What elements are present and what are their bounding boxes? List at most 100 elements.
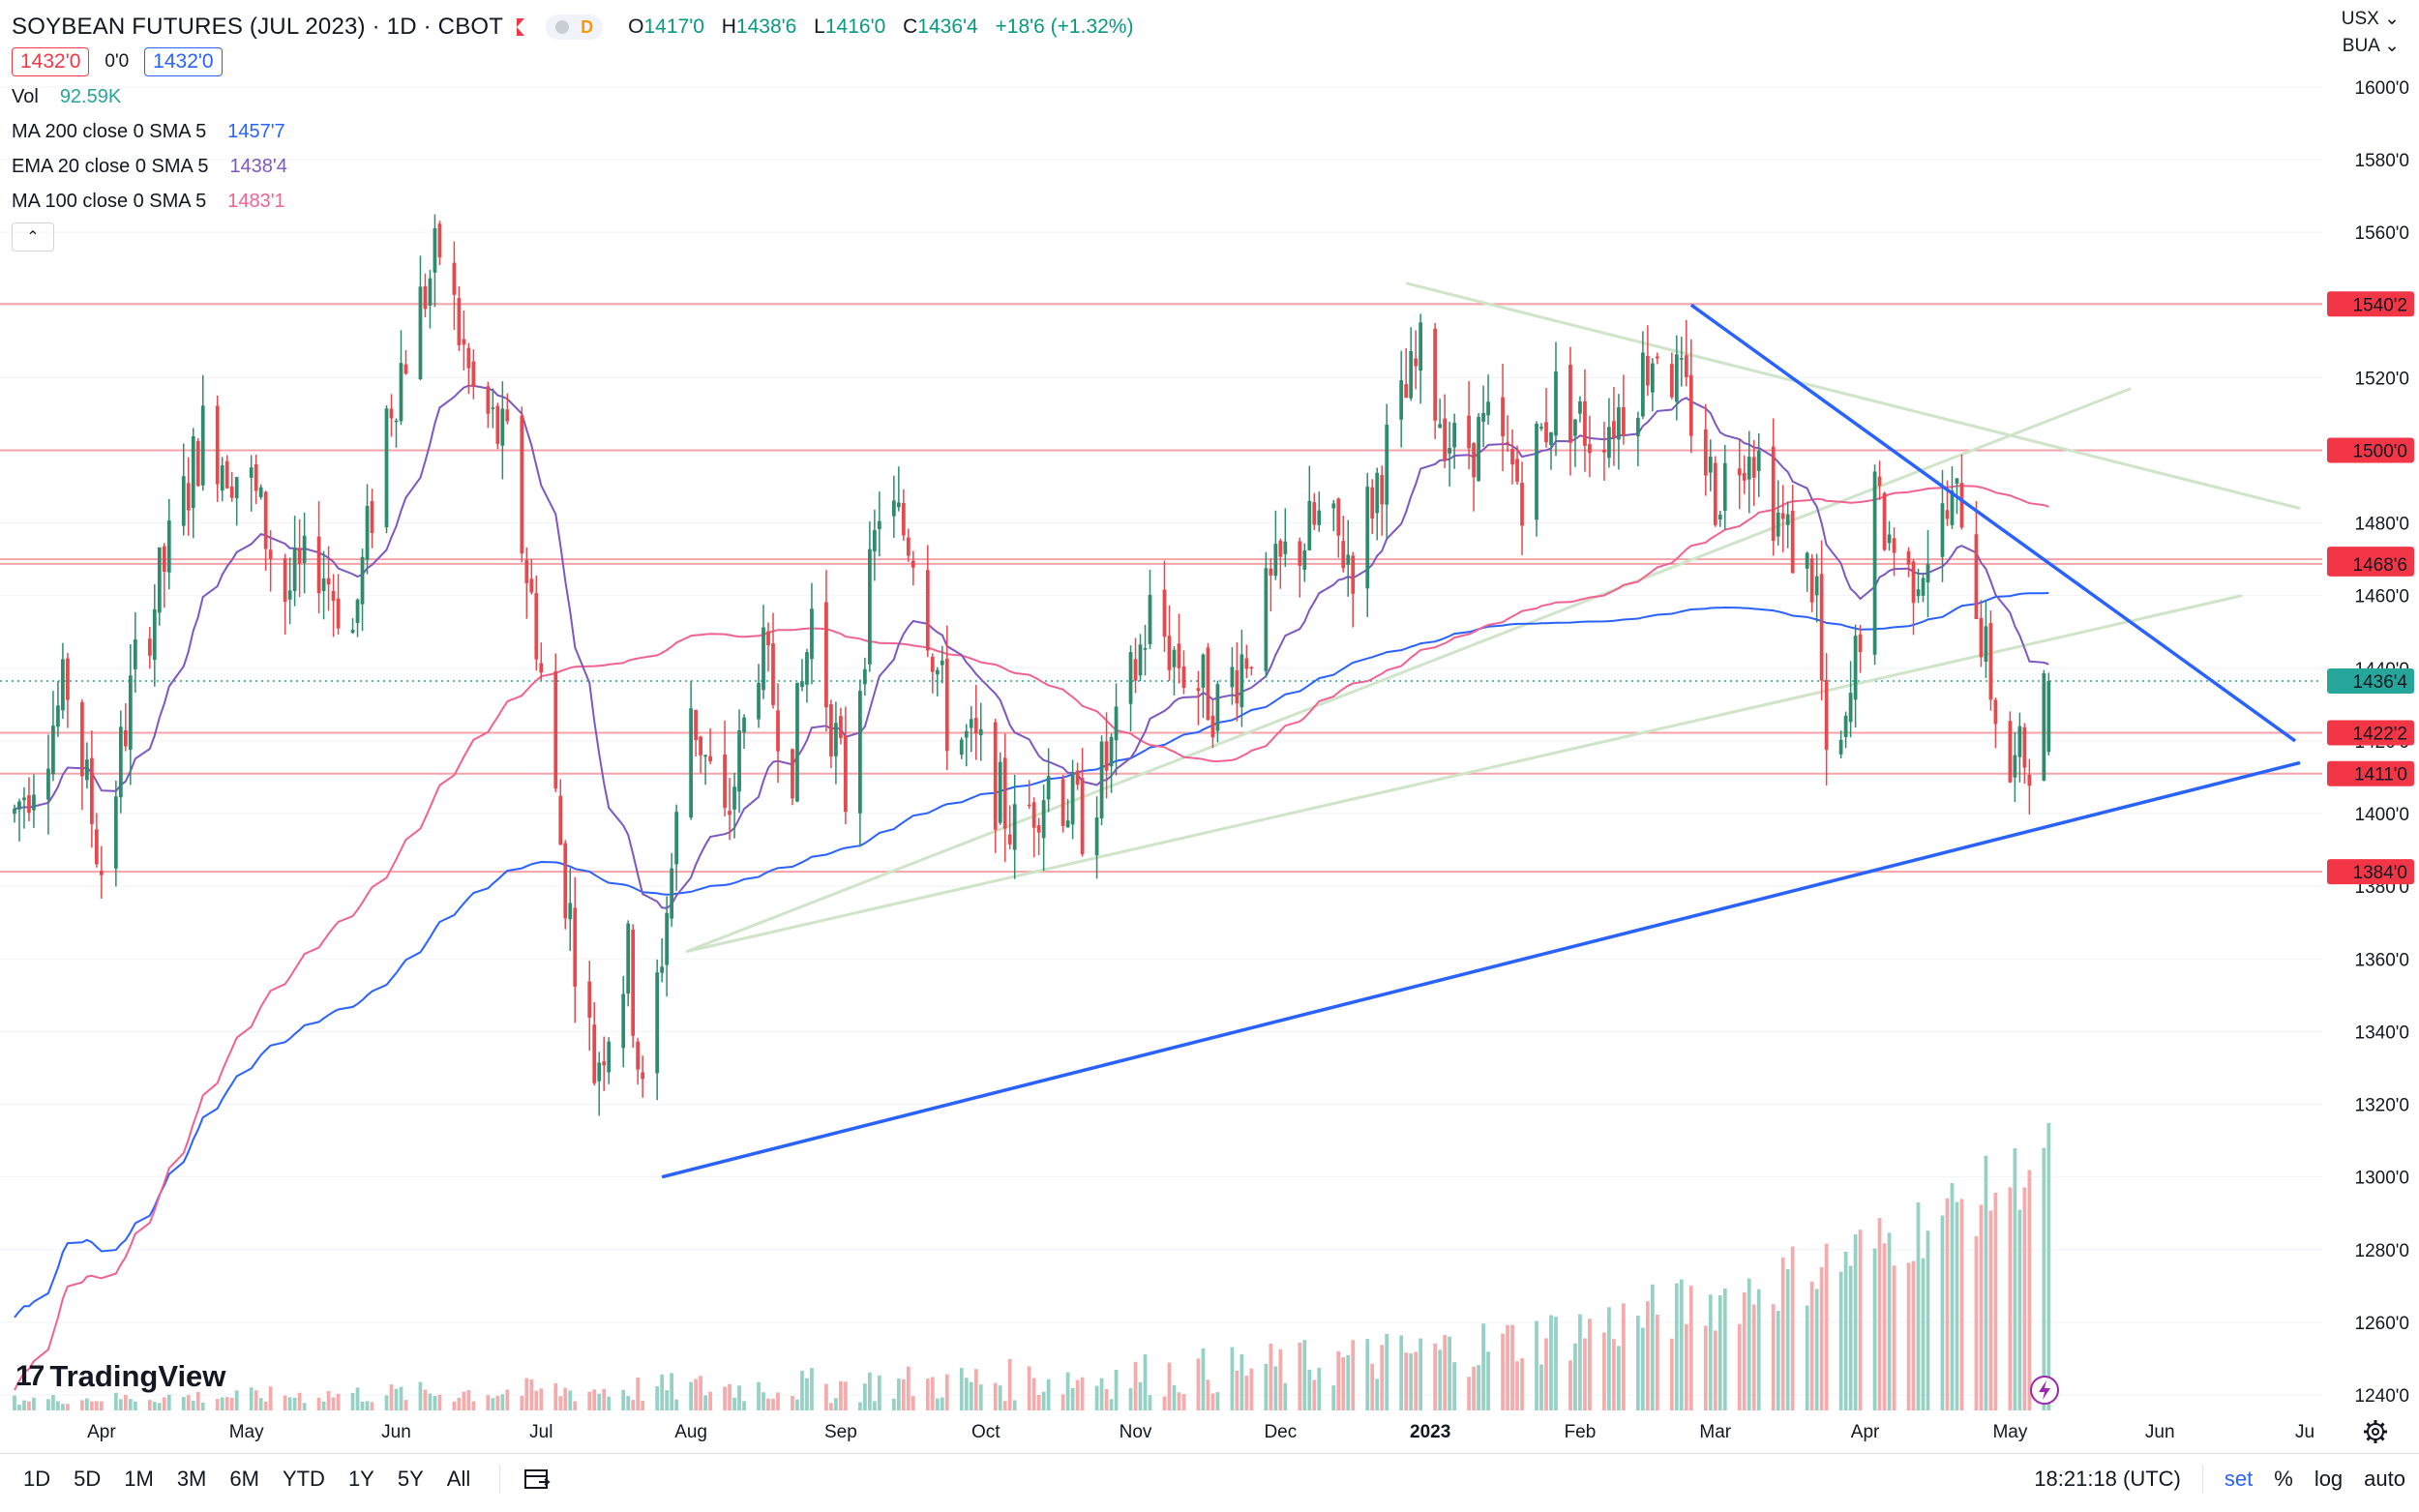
indicator-volume[interactable]: Vol 92.59K — [12, 79, 1145, 114]
candle-body — [1181, 666, 1186, 689]
tradingview-logo-icon: 17 — [15, 1360, 45, 1392]
market-status-pill[interactable]: D — [546, 15, 604, 40]
currency-selector[interactable]: USX ⌄ — [2342, 8, 2400, 30]
volume-bar — [321, 1401, 326, 1410]
price-label-badge — [2327, 720, 2414, 746]
volume-bar — [1472, 1366, 1476, 1410]
volume-bar — [27, 1401, 31, 1410]
candle-body — [1472, 443, 1476, 478]
timeframe-1m[interactable]: 1M — [124, 1467, 154, 1491]
indicator-ma200[interactable]: MA 200 close 0 SMA 5 1457'7 — [12, 114, 1145, 149]
volume-bar — [621, 1389, 626, 1410]
timeframe-5y[interactable]: 5Y — [397, 1467, 424, 1491]
candle-body — [1201, 654, 1206, 688]
candle-body — [592, 1024, 597, 1083]
volume-bar — [46, 1399, 50, 1410]
timeframe-3m[interactable]: 3M — [176, 1467, 207, 1491]
volume-bar — [254, 1390, 258, 1410]
candle-body — [200, 405, 205, 486]
volume-bar — [964, 1378, 969, 1410]
candle-body — [22, 797, 26, 801]
timeframe-all[interactable]: All — [446, 1467, 471, 1491]
set-toggle[interactable]: set — [2224, 1467, 2254, 1491]
candle-body — [1307, 500, 1312, 550]
volume-bar — [1640, 1327, 1645, 1410]
symbol-title[interactable]: SOYBEAN FUTURES (JUL 2023) · 1D · CBOT — [12, 14, 504, 40]
buy-button[interactable]: 1432'0 — [144, 47, 223, 76]
unit-selector[interactable]: BUA ⌄ — [2343, 35, 2400, 57]
flag-icon[interactable] — [517, 18, 525, 36]
volume-bar — [1365, 1339, 1370, 1410]
volume-bar — [1501, 1333, 1505, 1410]
volume-bar — [133, 1401, 137, 1410]
indicator-ema20[interactable]: EMA 20 close 0 SMA 5 1438'4 — [12, 149, 1145, 184]
candle-body — [17, 801, 21, 810]
volume-bar — [263, 1401, 268, 1410]
candle-body — [1235, 669, 1239, 704]
volume-bar — [810, 1368, 814, 1410]
candle-body — [133, 639, 137, 669]
volume-bar — [1012, 1400, 1017, 1410]
lightning-icon[interactable] — [2028, 1374, 2061, 1407]
candle-body — [1979, 617, 1984, 658]
sell-button[interactable]: 1432'0 — [12, 47, 90, 76]
candle-body — [1814, 576, 1819, 596]
volume-bar — [418, 1381, 423, 1410]
candle-body — [1650, 363, 1655, 393]
volume-bar — [1138, 1381, 1143, 1410]
volume-bar — [500, 1394, 505, 1410]
timeframe-6m[interactable]: 6M — [229, 1467, 259, 1491]
timeframe-1y[interactable]: 1Y — [347, 1467, 374, 1491]
collapse-legend-button[interactable]: ⌃ — [12, 222, 54, 252]
volume-bar — [2008, 1187, 2013, 1410]
volume-bar — [336, 1393, 341, 1410]
price-tick-label: 1320'0 — [2355, 1096, 2409, 1116]
timeframe-ytd[interactable]: YTD — [282, 1467, 325, 1491]
log-toggle[interactable]: log — [2314, 1467, 2344, 1491]
candle-body — [1046, 776, 1051, 800]
volume-bar — [1906, 1262, 1911, 1410]
tradingview-logo[interactable]: 17 TradingView — [15, 1359, 225, 1394]
volume-bar — [1167, 1362, 1172, 1410]
volume-bar — [602, 1388, 607, 1410]
volume-bar — [491, 1398, 495, 1410]
auto-toggle[interactable]: auto — [2364, 1467, 2405, 1491]
volume-bar — [1312, 1379, 1317, 1410]
timeframe-1d[interactable]: 1D — [23, 1467, 51, 1491]
price-tick-label: 1260'0 — [2355, 1314, 2409, 1334]
volume-bar — [1771, 1304, 1776, 1410]
candle-body — [597, 1062, 602, 1082]
price-tick-label: 1520'0 — [2355, 369, 2409, 389]
volume-bar — [152, 1402, 157, 1410]
volume-bar — [471, 1401, 476, 1410]
candle-body — [872, 529, 877, 551]
candle-body — [495, 405, 500, 444]
percent-toggle[interactable]: % — [2274, 1467, 2293, 1491]
calendar-range-icon[interactable] — [523, 1467, 551, 1492]
candle-body — [471, 361, 476, 388]
candle-body — [1104, 741, 1109, 771]
candle-body — [1819, 574, 1824, 681]
indicator-ma100[interactable]: MA 100 close 0 SMA 5 1483'1 — [12, 184, 1145, 219]
time-tick-label: Sep — [824, 1422, 857, 1442]
volume-bar — [1674, 1283, 1679, 1410]
volume-bar — [220, 1397, 224, 1410]
trendlines — [661, 303, 2301, 1179]
candle-body — [1075, 770, 1080, 786]
volume-bar — [1419, 1338, 1423, 1410]
candle-body — [1838, 739, 1843, 755]
volume-bar — [1669, 1338, 1674, 1410]
volume-bar — [1283, 1382, 1288, 1410]
candle-body — [457, 298, 462, 345]
volume-bar — [437, 1394, 442, 1410]
timeframe-5d[interactable]: 5D — [74, 1467, 102, 1491]
candle-body — [302, 535, 307, 564]
circle-icon — [555, 20, 570, 34]
volume-bar — [1684, 1323, 1688, 1410]
clock[interactable]: 18:21:18 (UTC) — [2034, 1467, 2181, 1491]
volume-bar — [162, 1397, 166, 1410]
gear-icon[interactable] — [2361, 1417, 2390, 1446]
candle-body — [1684, 355, 1688, 377]
volume-bar — [1298, 1342, 1302, 1410]
